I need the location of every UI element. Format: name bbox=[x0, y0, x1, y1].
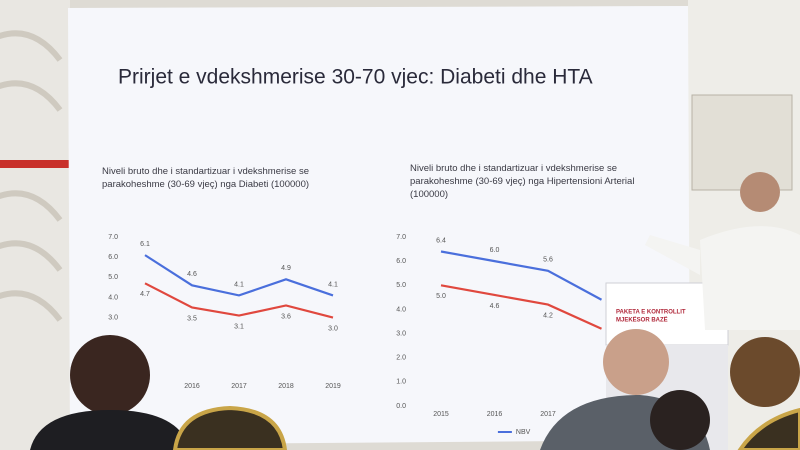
audience-head bbox=[730, 337, 800, 407]
speaker-head bbox=[740, 172, 780, 212]
x-tick-label: 2019 bbox=[325, 383, 341, 390]
data-label: 4.2 bbox=[543, 312, 553, 319]
data-label: 5.0 bbox=[436, 293, 446, 300]
y-tick-label: 4.0 bbox=[396, 306, 406, 313]
red-stripe bbox=[0, 160, 70, 168]
data-label: 6.4 bbox=[436, 237, 446, 244]
y-tick-label: 5.0 bbox=[396, 282, 406, 289]
x-tick-label: 2016 bbox=[184, 383, 200, 390]
data-label: 3.1 bbox=[234, 323, 244, 330]
series-line bbox=[144, 282, 334, 319]
data-label: 4.1 bbox=[234, 281, 244, 288]
x-tick-label: 2018 bbox=[278, 383, 294, 390]
data-label: 5.6 bbox=[543, 257, 553, 264]
chair bbox=[737, 407, 800, 450]
podium-text: MJEKËSOR BAZË bbox=[616, 317, 668, 324]
y-tick-label: 0.0 bbox=[396, 403, 406, 410]
chart-title: Niveli bruto dhe i standartizuar i vdeks… bbox=[102, 166, 310, 190]
y-tick-label: 2.0 bbox=[396, 355, 406, 362]
series-line bbox=[144, 254, 334, 297]
data-label: 4.1 bbox=[328, 281, 338, 288]
y-tick-label: 6.0 bbox=[108, 254, 118, 261]
x-tick-label: 2016 bbox=[487, 411, 503, 418]
y-tick-label: 1.0 bbox=[396, 379, 406, 386]
wall-pattern bbox=[0, 30, 63, 322]
x-tick-label: 2017 bbox=[231, 383, 247, 390]
y-tick-label: 5.0 bbox=[108, 274, 118, 281]
x-tick-label: 2017 bbox=[540, 411, 556, 418]
audience-head bbox=[603, 329, 669, 395]
speaker-arm bbox=[645, 235, 700, 275]
data-label: 4.9 bbox=[281, 265, 291, 272]
series-line bbox=[440, 250, 603, 301]
y-tick-label: 7.0 bbox=[108, 234, 118, 241]
speaker-shirt bbox=[700, 226, 800, 330]
data-label: 4.6 bbox=[187, 271, 197, 278]
building-emblem bbox=[691, 94, 793, 191]
y-tick-label: 3.0 bbox=[396, 330, 406, 337]
data-label: 3.5 bbox=[187, 315, 197, 322]
chart-title: Niveli bruto dhe i standartizuar i vdeks… bbox=[410, 163, 635, 200]
legend-label: NBV bbox=[516, 429, 531, 436]
data-label: 4.7 bbox=[140, 291, 150, 298]
y-tick-label: 4.0 bbox=[108, 294, 118, 301]
data-label: 3.6 bbox=[281, 313, 291, 320]
data-label: 4.6 bbox=[490, 303, 500, 310]
audience-head bbox=[70, 335, 150, 415]
audience-head bbox=[650, 390, 710, 450]
chair bbox=[172, 405, 288, 450]
y-tick-label: 3.0 bbox=[108, 314, 118, 321]
projection-screen bbox=[68, 6, 690, 445]
series-line bbox=[440, 284, 602, 330]
y-tick-label: 7.0 bbox=[396, 234, 406, 241]
data-label: 6.0 bbox=[490, 247, 500, 254]
x-tick-label: 2015 bbox=[433, 411, 449, 418]
y-tick-label: 6.0 bbox=[396, 258, 406, 265]
data-label: 3.0 bbox=[328, 325, 338, 332]
data-label: 6.1 bbox=[140, 241, 150, 248]
audience-body bbox=[30, 410, 190, 450]
slide-title: Prirjet e vdekshmerise 30-70 vjec: Diabe… bbox=[118, 66, 593, 89]
wall-left bbox=[0, 0, 70, 450]
podium-text: PAKETA E KONTROLLIT bbox=[616, 310, 686, 316]
